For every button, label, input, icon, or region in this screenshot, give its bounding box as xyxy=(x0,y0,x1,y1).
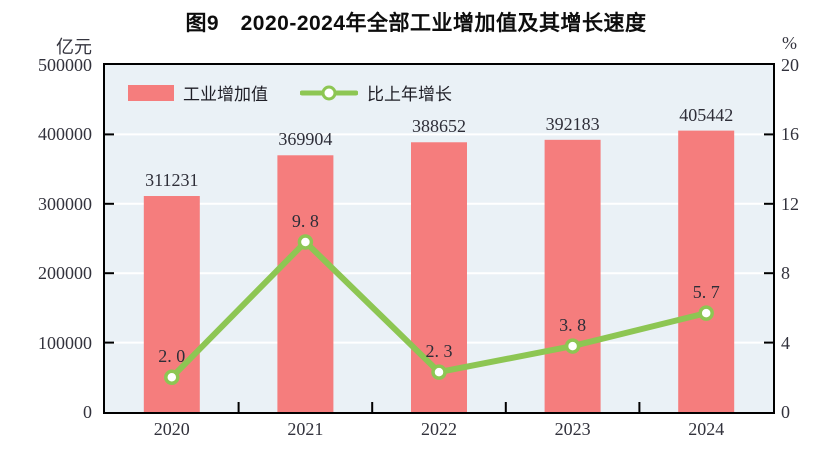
growth-marker xyxy=(564,338,581,354)
bar-value-label: 311231 xyxy=(145,170,199,190)
growth-value-label: 9. 8 xyxy=(291,210,319,231)
y-axis-tick-label-left: 300000 xyxy=(38,193,92,214)
x-axis-label: 2021 xyxy=(287,419,324,439)
x-axis-label: 2020 xyxy=(153,419,190,439)
bar-value-label: 369904 xyxy=(278,129,333,150)
bar xyxy=(678,130,735,412)
bar-value-label: 388652 xyxy=(412,116,466,137)
y-axis-tick-label-right: 12 xyxy=(781,193,799,214)
legend-bar-swatch xyxy=(128,84,174,101)
y-axis-tick-label-left: 0 xyxy=(83,402,92,422)
plot-area: 工业增加值 比上年增长 xyxy=(103,63,775,414)
legend-line-marker xyxy=(321,85,337,100)
growth-marker xyxy=(698,305,714,321)
legend-bar-label: 工业增加值 xyxy=(183,85,268,104)
y-axis-tick-label-left: 400000 xyxy=(38,124,92,145)
growth-value-label: 2. 3 xyxy=(425,341,453,362)
growth-value-label: 2. 0 xyxy=(158,346,186,367)
y-axis-tick-label-right: 0 xyxy=(781,402,790,422)
y-axis-tick-label-right: 4 xyxy=(781,332,790,353)
bar xyxy=(277,155,334,412)
growth-marker xyxy=(164,369,180,386)
left-axis-unit: 亿元 xyxy=(56,37,92,57)
chart-canvas xyxy=(105,130,773,412)
x-axis-label: 2022 xyxy=(421,419,457,439)
x-axis-label: 2024 xyxy=(688,419,725,439)
right-axis-unit: % xyxy=(782,33,797,53)
bar-value-label: 405442 xyxy=(679,104,734,125)
growth-value-label: 5. 7 xyxy=(692,282,720,303)
bar xyxy=(544,139,601,412)
growth-marker xyxy=(431,364,447,380)
legend: 工业增加值 比上年增长 xyxy=(128,80,452,105)
y-axis-tick-label-right: 20 xyxy=(781,55,799,75)
legend-line-swatch xyxy=(300,85,358,100)
y-axis-tick-label-left: 100000 xyxy=(38,332,92,353)
y-axis-tick-label-left: 500000 xyxy=(38,55,92,75)
y-axis-tick-label-right: 16 xyxy=(781,124,799,145)
legend-line-label: 比上年增长 xyxy=(367,85,452,104)
growth-value-label: 3. 8 xyxy=(559,315,587,336)
bar-value-label: 392183 xyxy=(545,113,600,134)
y-axis-tick-label-left: 200000 xyxy=(38,263,92,284)
x-axis-label: 2023 xyxy=(554,419,591,439)
y-axis-tick-label-right: 8 xyxy=(781,263,790,284)
chart-title: 图9 2020-2024年全部工业增加值及其增长速度 xyxy=(185,12,647,35)
growth-marker xyxy=(297,234,314,250)
